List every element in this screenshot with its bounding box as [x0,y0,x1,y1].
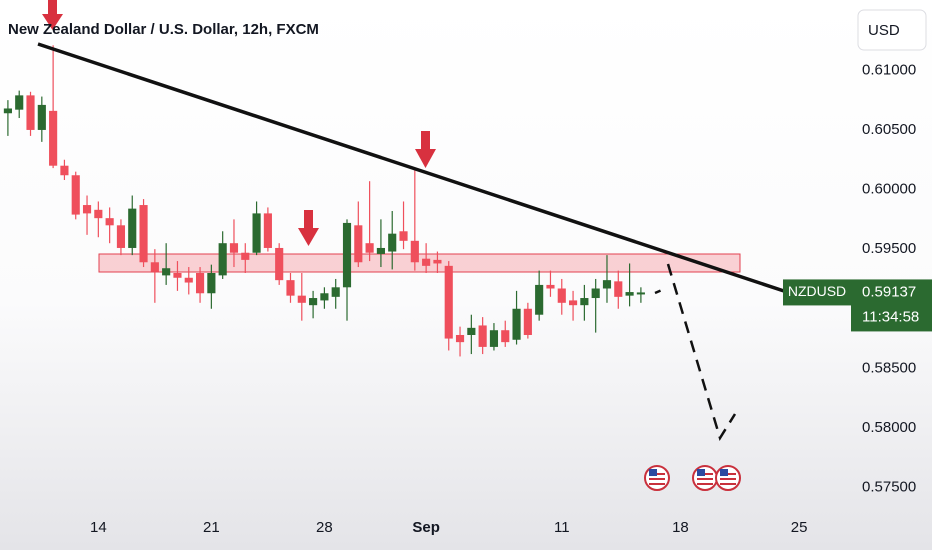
candle-body [60,165,69,176]
currency-button[interactable]: USD [857,9,927,51]
candle-body [128,208,137,248]
candle-body [388,233,397,252]
last-price-marker: NZDUSD 0.59137 11:34:58 [783,279,932,332]
currency-button-bg[interactable] [857,9,927,51]
candle-body [173,272,182,278]
candle-body [320,293,329,301]
candle-body [331,287,340,297]
candle-body [523,308,532,335]
candle-body [252,213,261,253]
candle-body [444,265,453,339]
candle-body [195,272,205,294]
candle-body [602,280,612,289]
candle-body [625,292,634,296]
candle-body [105,218,114,226]
x-tick-label: 25 [791,519,808,536]
candle-body [342,222,352,288]
x-tick-label: 11 [554,519,570,536]
candle-body [557,288,566,303]
x-tick-label: 28 [316,519,333,536]
trendline [37,42,791,295]
candle-body [150,262,159,272]
candle-body [636,292,645,295]
x-tick-label: 21 [203,519,220,536]
candle-body [116,225,126,248]
candle-body [422,258,431,266]
x-tick-label: 18 [672,519,689,536]
candle-body [15,95,24,110]
currency-label[interactable]: USD [868,22,900,39]
candle-body [354,225,363,263]
x-tick-label: Sep [412,519,440,536]
candle-body [71,175,80,215]
plot-area [3,45,741,357]
candle-body [546,284,555,289]
last-price-label: 0.59137 [862,283,916,300]
candle-body [467,327,476,335]
countdown-label: 11:34:58 [862,308,919,325]
y-tick-label: 0.59500 [862,240,916,257]
y-tick-label: 0.58000 [862,419,916,436]
symbol-label-bg [783,279,851,306]
candle-body [614,281,623,297]
candle-body [286,280,295,296]
candle-body [376,247,385,254]
y-tick-label: 0.60500 [862,121,916,138]
candle-body [489,330,499,347]
candle-body [207,272,216,294]
x-tick-label: 14 [90,519,107,536]
symbol-label: NZDUSD [788,283,846,299]
event-icon [715,465,741,491]
candle-body [365,243,374,253]
candle-body [410,240,419,263]
drawings [37,0,791,491]
price-zone [98,253,741,273]
y-tick-label: 0.58500 [862,359,916,376]
candle-body [478,325,487,347]
candle-body [229,243,239,253]
candle-body [501,330,510,343]
candle-body [218,243,227,276]
event-icon [692,465,718,491]
candle-body [26,95,35,130]
candle-body [82,205,92,214]
candle-body [297,295,306,303]
axes: 0.57500 0.58000 0.58500 0.59500 0.60000 0.605… [90,61,916,536]
y-tick-label: 0.60000 [862,181,916,198]
y-tick-label: 0.57500 [862,479,916,496]
arrow [415,131,436,168]
candle-body [535,284,544,315]
candle-body [569,300,578,306]
candle-body [184,277,193,283]
candle-body [455,334,465,343]
chart-title: New Zealand Dollar / U.S. Dollar, 12h, F… [8,21,319,38]
candle-body [275,247,284,281]
candle-body [309,298,318,306]
candle-body [241,252,250,260]
candle-body [263,213,272,248]
candle-body [49,110,58,166]
candle-body [3,108,12,114]
candle-body [37,104,46,130]
last-price-bg [851,279,932,332]
arrow [42,0,63,30]
event-icon [644,465,670,491]
candle-body [162,268,171,276]
projection-line [666,263,737,442]
projection-line [654,288,663,295]
candle-body [399,231,408,241]
candle-body [591,288,600,299]
candle-body [139,205,148,263]
candle-body [580,298,589,306]
arrow [298,210,319,246]
y-tick-label: 0.61000 [862,61,916,78]
candle-body [512,308,521,340]
candle-body [94,209,103,219]
candle-body [433,259,442,264]
